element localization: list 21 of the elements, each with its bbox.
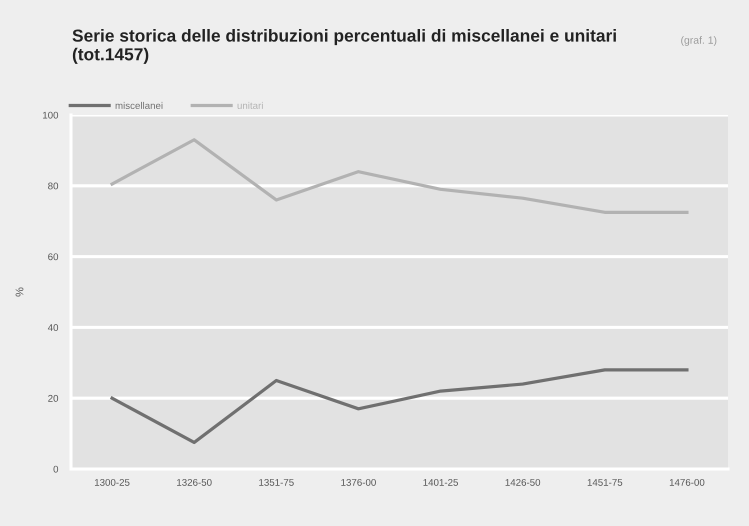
x-tick-label: 1451-75 [588,479,622,486]
x-tick-label: 1476-00 [670,478,704,486]
x-tick-label: 1426-50 [506,478,540,486]
y-tick-label: 40 [48,324,58,332]
y-tick-label: 60 [48,253,58,260]
x-tick-label: 1326-50 [177,478,212,486]
chart-title: Serie storica delle distribuzioni percentuali di miscellanei e unitari (tot.1457) [72,29,616,64]
x-tick-label: 1376-00 [341,478,376,486]
y-tick-label: 80 [48,182,58,190]
x-tick-label: 1401-25 [423,478,458,486]
y-tick-label: 20 [48,394,58,402]
line-series [110,368,689,444]
legend-label: unitari [238,102,263,110]
y-tick-label: 0 [53,466,58,473]
y-tick-label: 100 [43,112,58,119]
text: (graf. 1) [681,36,716,46]
y-axis-title: % [16,287,24,297]
legend-label: miscellanei [116,102,162,110]
line-series [110,138,689,214]
x-tick-label: 1351-75 [259,478,294,486]
x-tick-label: 1300-25 [94,478,130,486]
